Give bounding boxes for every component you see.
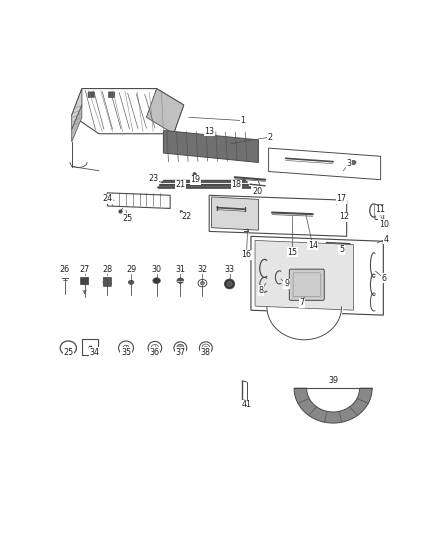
Text: 22: 22 — [181, 212, 191, 221]
Text: 10: 10 — [379, 220, 389, 229]
Polygon shape — [72, 88, 82, 130]
Ellipse shape — [227, 281, 232, 286]
Text: 34: 34 — [90, 348, 100, 357]
Text: 11: 11 — [376, 205, 385, 214]
FancyBboxPatch shape — [108, 92, 115, 98]
Text: 13: 13 — [204, 127, 214, 136]
Text: 32: 32 — [198, 265, 208, 273]
FancyBboxPatch shape — [81, 277, 88, 285]
Text: 14: 14 — [308, 241, 318, 250]
Polygon shape — [163, 131, 258, 163]
Polygon shape — [294, 388, 372, 423]
FancyBboxPatch shape — [290, 269, 324, 301]
Text: 29: 29 — [126, 265, 136, 273]
Ellipse shape — [193, 173, 196, 175]
Polygon shape — [146, 88, 184, 134]
Text: 35: 35 — [121, 348, 131, 357]
Ellipse shape — [351, 160, 356, 165]
Ellipse shape — [153, 278, 160, 284]
Text: 20: 20 — [252, 187, 262, 196]
Text: 26: 26 — [60, 265, 70, 273]
Polygon shape — [72, 105, 82, 142]
FancyBboxPatch shape — [339, 213, 344, 219]
Text: 25: 25 — [123, 214, 133, 223]
Polygon shape — [255, 240, 353, 310]
Text: 17: 17 — [336, 194, 346, 203]
Text: 8: 8 — [258, 286, 264, 295]
Text: 30: 30 — [152, 265, 162, 273]
Text: 1: 1 — [240, 116, 246, 125]
Text: 7: 7 — [299, 298, 304, 308]
Text: 27: 27 — [79, 265, 90, 273]
Text: 38: 38 — [201, 348, 211, 357]
Ellipse shape — [224, 279, 235, 289]
Ellipse shape — [200, 281, 205, 285]
Ellipse shape — [177, 278, 184, 284]
Text: 16: 16 — [241, 251, 251, 259]
Text: 31: 31 — [175, 265, 185, 273]
Ellipse shape — [177, 344, 184, 352]
Text: 15: 15 — [287, 248, 297, 257]
Text: 21: 21 — [175, 180, 185, 189]
Text: 24: 24 — [102, 194, 113, 203]
Text: 2: 2 — [268, 133, 273, 142]
Text: 3: 3 — [347, 159, 352, 168]
Text: 41: 41 — [241, 400, 251, 409]
Text: 25: 25 — [63, 348, 74, 357]
Text: 33: 33 — [225, 265, 235, 273]
Ellipse shape — [128, 280, 134, 284]
Text: 39: 39 — [328, 376, 338, 385]
Ellipse shape — [179, 346, 182, 350]
Text: 23: 23 — [148, 174, 158, 183]
Text: 18: 18 — [231, 180, 241, 189]
Text: 4: 4 — [383, 235, 388, 244]
Text: 12: 12 — [339, 212, 350, 221]
Text: 37: 37 — [175, 348, 185, 357]
FancyBboxPatch shape — [103, 277, 111, 286]
Text: 36: 36 — [150, 348, 160, 357]
Text: 28: 28 — [102, 265, 113, 273]
Text: 9: 9 — [284, 279, 289, 288]
Text: 5: 5 — [339, 245, 344, 254]
Polygon shape — [212, 197, 258, 230]
Text: 19: 19 — [191, 175, 201, 184]
Ellipse shape — [180, 211, 183, 213]
FancyBboxPatch shape — [88, 92, 95, 98]
Text: 6: 6 — [381, 273, 386, 282]
